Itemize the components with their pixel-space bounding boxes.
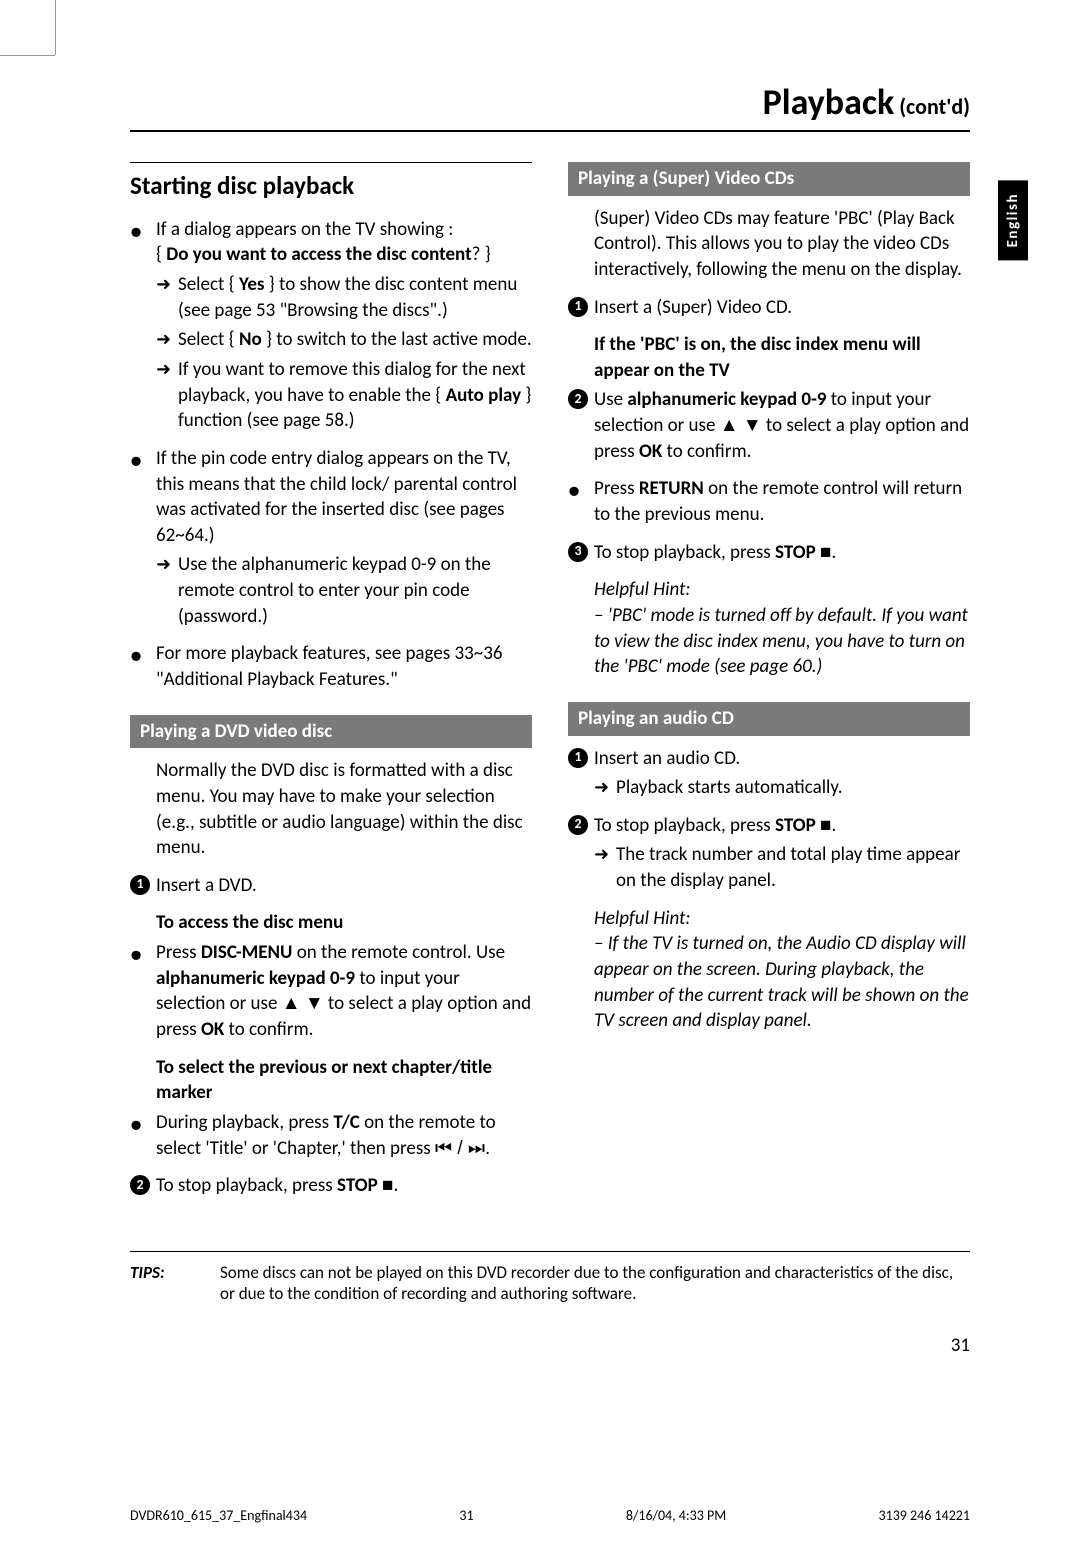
- page-title-sub: (cont'd): [894, 93, 970, 120]
- language-tab: English: [998, 180, 1028, 260]
- body-text: To stop playback, press STOP ■. The trac…: [594, 813, 970, 894]
- arrow-icon: [156, 357, 178, 434]
- sub-heading: Playing a DVD video disc: [130, 715, 532, 749]
- arrow-icon: [156, 327, 178, 353]
- footer-code: 3139 246 14221: [879, 1507, 970, 1524]
- arrow-icon: [156, 552, 178, 629]
- helpful-hint: Helpful Hint: – If the TV is turned on, …: [594, 906, 970, 1034]
- body-text: If a dialog appears on the TV showing : …: [156, 217, 532, 434]
- body-text: To stop playback, press STOP ■.: [156, 1173, 532, 1199]
- body-text: If the pin code entry dialog appears on …: [156, 446, 532, 629]
- bullet-icon: [130, 446, 156, 629]
- bullet-icon: [130, 217, 156, 434]
- tips-label: TIPS:: [130, 1262, 220, 1304]
- body-text: Press RETURN on the remote control will …: [594, 476, 970, 527]
- sub-title: To select the previous or next chapter/t…: [156, 1055, 532, 1106]
- sub-heading: Playing a (Super) Video CDs: [568, 162, 970, 196]
- footer-page: 31: [459, 1507, 473, 1524]
- tips-text: Some discs can not be played on this DVD…: [220, 1262, 970, 1304]
- body-text: (Super) Video CDs may feature 'PBC' (Pla…: [594, 206, 970, 283]
- footer-date: 8/16/04, 4:33 PM: [626, 1507, 726, 1524]
- helpful-hint: Helpful Hint: – 'PBC' mode is turned off…: [594, 577, 970, 680]
- body-text: Press DISC-MENU on the remote control. U…: [156, 940, 532, 1043]
- body-text: Normally the DVD disc is formatted with …: [156, 758, 532, 861]
- left-column: Starting disc playback If a dialog appea…: [130, 162, 532, 1211]
- arrow-icon: [594, 842, 616, 893]
- bullet-icon: [130, 940, 156, 1043]
- bullet-icon: [130, 641, 156, 692]
- print-footer: DVDR610_615_37_Engfinal434 31 8/16/04, 4…: [130, 1507, 970, 1524]
- page-content: English Playback (cont'd) Starting disc …: [130, 80, 970, 1357]
- body-text: Insert a DVD.: [156, 873, 532, 899]
- bullet-icon: [130, 1110, 156, 1161]
- arrow-icon: [594, 775, 616, 801]
- body-text: Insert a (Super) Video CD.: [594, 295, 970, 321]
- body-text: Use alphanumeric keypad 0-9 to input you…: [594, 387, 970, 464]
- step-number-icon: 1: [568, 746, 594, 801]
- step-number-icon: 2: [130, 1173, 156, 1199]
- body-text: For more playback features, see pages 33…: [156, 641, 532, 692]
- section-heading: Starting disc playback: [130, 169, 532, 203]
- step-number-icon: 1: [130, 873, 156, 899]
- crop-mark: [55, 0, 56, 55]
- page-number: 31: [130, 1334, 970, 1357]
- bullet-icon: [568, 476, 594, 527]
- page-title-bar: Playback (cont'd): [130, 80, 970, 132]
- step-number-icon: 2: [568, 387, 594, 464]
- step-number-icon: 1: [568, 295, 594, 321]
- sub-title: To access the disc menu: [156, 910, 532, 936]
- body-text: Insert an audio CD. Playback starts auto…: [594, 746, 970, 801]
- arrow-icon: [156, 272, 178, 323]
- right-column: Playing a (Super) Video CDs (Super) Vide…: [568, 162, 970, 1211]
- step-number-icon: 3: [568, 540, 594, 566]
- sub-title: If the 'PBC' is on, the disc index menu …: [594, 332, 970, 383]
- sub-heading: Playing an audio CD: [568, 702, 970, 736]
- page-title: Playback: [763, 80, 895, 124]
- footer-filename: DVDR610_615_37_Engfinal434: [130, 1507, 307, 1524]
- body-text: To stop playback, press STOP ■.: [594, 540, 970, 566]
- body-text: During playback, press T/C on the remote…: [156, 1110, 532, 1161]
- tips-footer: TIPS: Some discs can not be played on th…: [130, 1262, 970, 1304]
- crop-mark: [0, 55, 55, 56]
- step-number-icon: 2: [568, 813, 594, 894]
